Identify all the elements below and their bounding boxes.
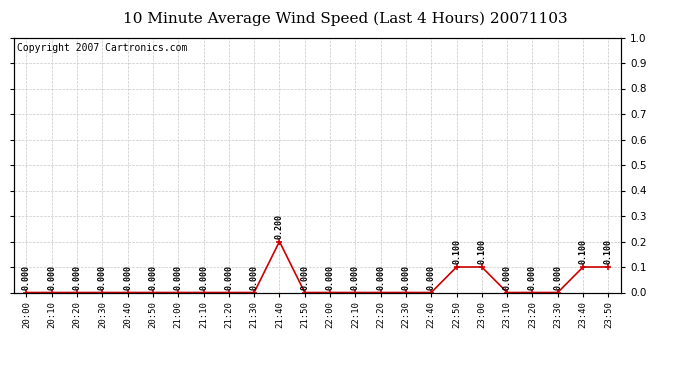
Text: 0.000: 0.000 [528, 265, 537, 290]
Text: 0.000: 0.000 [72, 265, 81, 290]
Text: 0.100: 0.100 [604, 239, 613, 264]
Text: 0.000: 0.000 [250, 265, 259, 290]
Text: 0.100: 0.100 [452, 239, 461, 264]
Text: 0.000: 0.000 [199, 265, 208, 290]
Text: 0.000: 0.000 [426, 265, 436, 290]
Text: 0.000: 0.000 [300, 265, 309, 290]
Text: 0.000: 0.000 [502, 265, 512, 290]
Text: 0.000: 0.000 [553, 265, 562, 290]
Text: 0.000: 0.000 [351, 265, 360, 290]
Text: 0.000: 0.000 [174, 265, 183, 290]
Text: 0.100: 0.100 [578, 239, 588, 264]
Text: 0.000: 0.000 [22, 265, 31, 290]
Text: 0.000: 0.000 [224, 265, 233, 290]
Text: 0.000: 0.000 [98, 265, 107, 290]
Text: 0.200: 0.200 [275, 214, 284, 239]
Text: Copyright 2007 Cartronics.com: Copyright 2007 Cartronics.com [17, 43, 187, 52]
Text: 0.100: 0.100 [477, 239, 486, 264]
Text: 0.000: 0.000 [47, 265, 57, 290]
Text: 10 Minute Average Wind Speed (Last 4 Hours) 20071103: 10 Minute Average Wind Speed (Last 4 Hou… [123, 11, 567, 26]
Text: 0.000: 0.000 [123, 265, 132, 290]
Text: 0.000: 0.000 [326, 265, 335, 290]
Text: 0.000: 0.000 [148, 265, 157, 290]
Text: 0.000: 0.000 [376, 265, 385, 290]
Text: 0.000: 0.000 [402, 265, 411, 290]
